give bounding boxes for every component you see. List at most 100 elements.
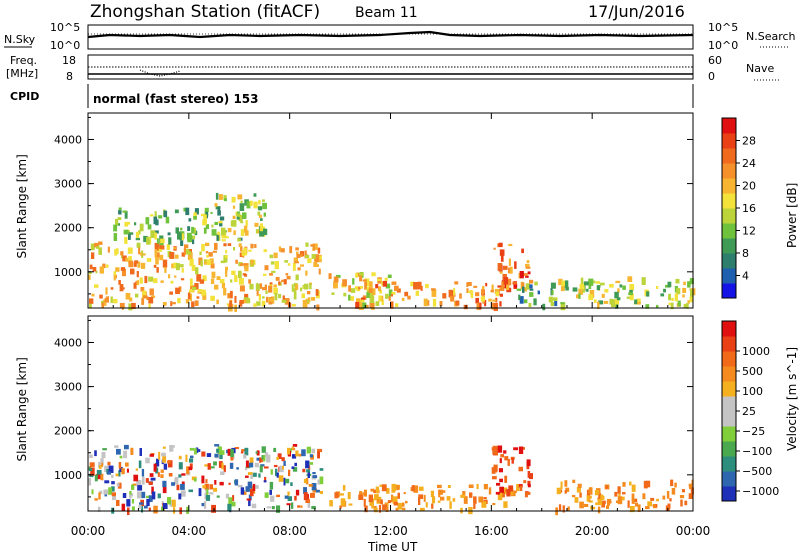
data-cell <box>283 279 287 285</box>
data-cell <box>167 232 171 236</box>
data-cell <box>437 484 442 489</box>
data-cell <box>604 289 609 293</box>
data-cell <box>191 235 196 240</box>
y-tick-label: 1000 <box>54 469 82 482</box>
data-cell <box>283 477 286 486</box>
data-cell <box>146 498 150 507</box>
data-cell <box>683 281 686 286</box>
data-cell <box>583 503 589 507</box>
data-cell <box>234 447 240 450</box>
data-cell <box>238 214 243 222</box>
data-cell <box>297 267 301 271</box>
data-cell <box>134 222 137 226</box>
data-cell <box>224 198 227 202</box>
data-cell <box>168 274 171 279</box>
nsearch-tick-bottom: 10^0 <box>708 39 738 52</box>
data-cell <box>690 289 693 298</box>
nave-tick-bottom: 0 <box>708 70 715 83</box>
data-cell <box>191 301 195 308</box>
data-cell <box>245 460 249 468</box>
data-cell <box>473 496 477 504</box>
colorbar-tick-label: 100 <box>742 385 763 398</box>
data-cell <box>263 212 266 217</box>
data-cell <box>218 461 223 468</box>
data-cell <box>279 465 284 473</box>
data-cell <box>210 278 215 284</box>
data-cell <box>641 277 646 285</box>
data-cell <box>173 247 176 250</box>
data-cell <box>560 302 565 305</box>
data-cell <box>137 491 142 499</box>
data-cell <box>248 494 252 501</box>
data-cell <box>554 300 558 307</box>
data-cell <box>206 453 212 457</box>
data-cell <box>269 254 273 259</box>
nsearch-tick-top: 10^5 <box>708 21 738 34</box>
data-cell <box>682 294 685 298</box>
y-tick-label: 3000 <box>54 178 82 191</box>
power-data <box>88 192 696 312</box>
data-cell <box>88 468 93 472</box>
data-cell <box>358 494 364 500</box>
data-cell <box>335 274 341 278</box>
data-cell <box>449 501 452 509</box>
data-cell <box>103 299 107 306</box>
data-cell <box>149 473 154 477</box>
data-cell <box>523 480 527 484</box>
data-cell <box>187 226 191 231</box>
data-cell <box>160 245 165 250</box>
data-cell <box>263 480 267 483</box>
data-cell <box>223 195 227 201</box>
data-cell <box>396 288 401 293</box>
velocity-y-label: Slant Range [km] <box>15 357 29 461</box>
data-cell <box>305 478 309 485</box>
data-cell <box>356 287 360 292</box>
data-cell <box>500 454 505 458</box>
data-cell <box>146 258 152 262</box>
data-cell <box>671 488 676 495</box>
data-cell <box>232 205 236 209</box>
data-cell <box>572 479 576 483</box>
colorbar-segment <box>722 208 736 224</box>
data-cell <box>307 300 310 303</box>
data-cell <box>499 249 505 256</box>
data-cell <box>142 290 147 299</box>
data-cell <box>506 489 511 497</box>
freq-tick-bottom: 8 <box>66 70 73 83</box>
data-cell <box>348 294 351 301</box>
data-cell <box>642 493 646 500</box>
data-cell <box>260 218 263 221</box>
data-cell <box>140 287 145 292</box>
data-cell <box>312 475 318 479</box>
data-cell <box>334 492 339 499</box>
data-cell <box>245 486 250 492</box>
data-cell <box>141 262 146 269</box>
data-cell <box>277 453 282 459</box>
data-cell <box>423 298 428 307</box>
data-cell <box>369 292 373 298</box>
data-cell <box>235 259 238 264</box>
data-cell <box>467 282 472 286</box>
data-cell <box>128 234 131 240</box>
data-cell <box>250 243 254 249</box>
data-cell <box>634 299 638 305</box>
data-cell <box>302 299 308 308</box>
data-cell <box>140 252 143 256</box>
data-cell <box>285 273 289 276</box>
data-cell <box>485 282 488 287</box>
data-cell <box>188 218 192 222</box>
data-cell <box>669 498 672 502</box>
data-cell <box>107 461 111 466</box>
data-cell <box>503 265 508 270</box>
data-cell <box>417 281 422 290</box>
data-cell <box>617 288 620 293</box>
data-cell <box>311 254 316 259</box>
data-cell <box>378 504 382 513</box>
data-cell <box>348 285 351 292</box>
data-cell <box>280 248 285 253</box>
data-cell <box>216 495 220 498</box>
data-cell <box>666 491 670 499</box>
data-cell <box>178 286 182 292</box>
data-cell <box>594 490 599 496</box>
data-cell <box>159 242 163 249</box>
